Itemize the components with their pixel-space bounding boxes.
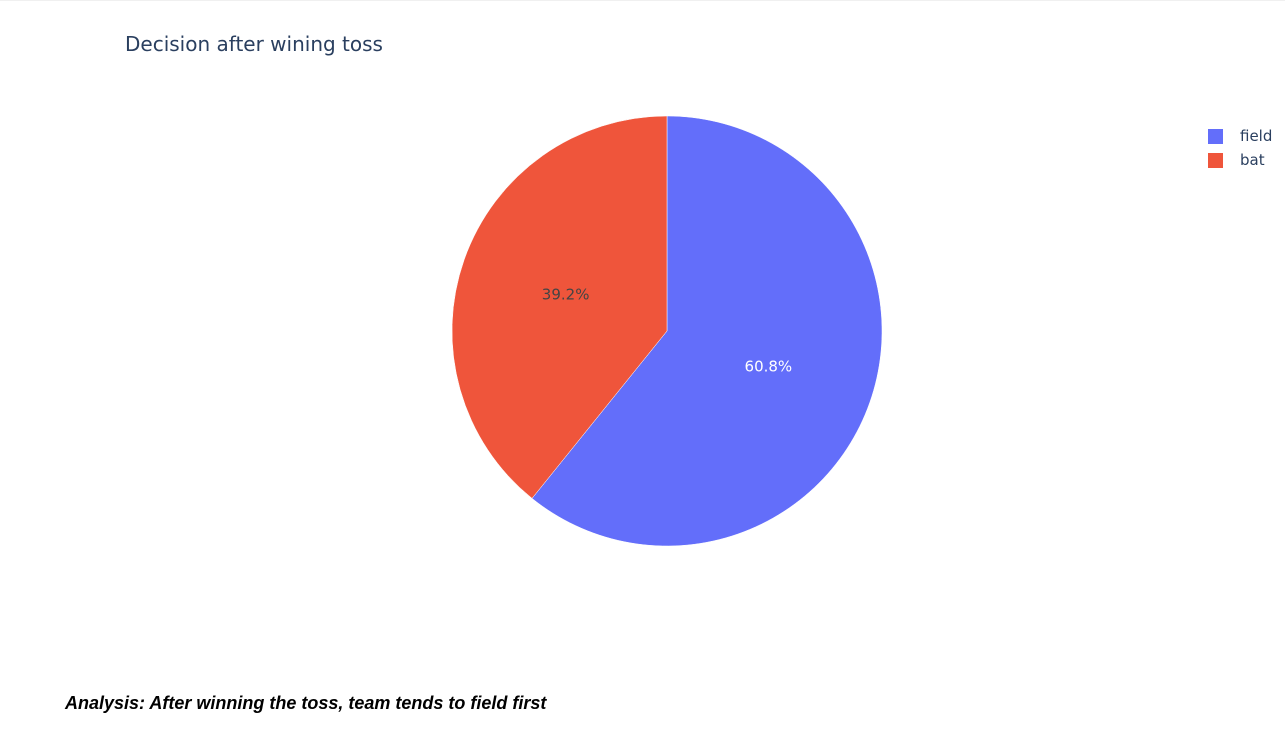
- legend: field bat: [1208, 124, 1272, 172]
- pie-slice-bat[interactable]: [451, 115, 668, 499]
- legend-swatch-field: [1208, 128, 1223, 144]
- chart-title: Decision after wining toss: [125, 32, 383, 56]
- analysis-note: Analysis: After winning the toss, team t…: [65, 693, 547, 713]
- pie-slice-field[interactable]: [531, 115, 883, 547]
- legend-label-field: field: [1240, 127, 1273, 145]
- top-divider: [0, 0, 1285, 1]
- legend-label-bat: bat: [1240, 151, 1265, 169]
- legend-item-field[interactable]: field: [1208, 124, 1272, 148]
- slice-label-bat: 39.2%: [542, 286, 590, 304]
- legend-item-bat[interactable]: bat: [1208, 148, 1272, 172]
- slice-label-field: 60.8%: [745, 357, 793, 375]
- legend-swatch-bat: [1208, 152, 1223, 168]
